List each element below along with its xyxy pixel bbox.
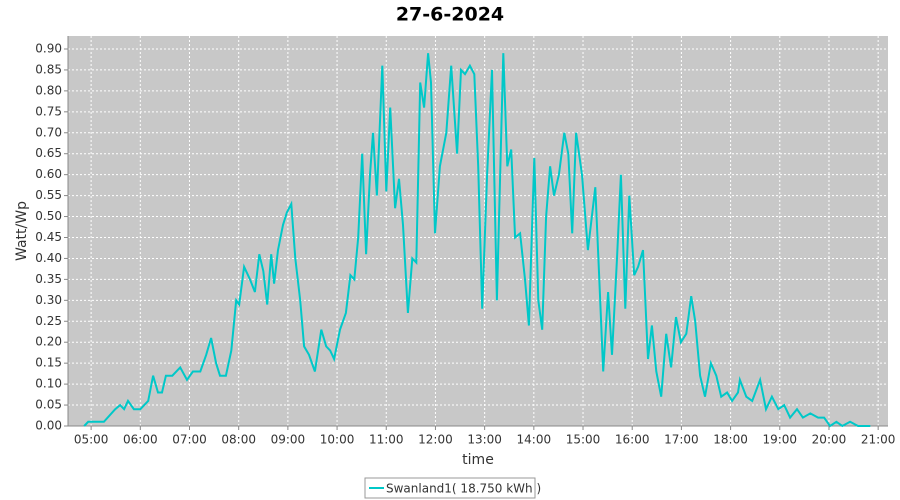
x-tick-label: 06:00 bbox=[123, 433, 158, 447]
y-tick-label: 0.00 bbox=[35, 419, 62, 433]
x-tick-label: 13:00 bbox=[467, 433, 502, 447]
y-tick-label: 0.50 bbox=[35, 209, 62, 223]
y-tick-label: 0.20 bbox=[35, 335, 62, 349]
legend bbox=[364, 477, 536, 499]
y-tick-label: 0.85 bbox=[35, 62, 62, 76]
y-tick-label: 0.35 bbox=[35, 272, 62, 286]
x-tick-label: 17:00 bbox=[664, 433, 699, 447]
y-axis-label: Watt/Wp bbox=[14, 201, 30, 261]
x-tick-label: 08:00 bbox=[221, 433, 256, 447]
x-tick-label: 21:00 bbox=[861, 433, 896, 447]
x-tick-label: 10:00 bbox=[320, 433, 355, 447]
y-tick-label: 0.60 bbox=[35, 167, 62, 181]
y-tick-label: 0.70 bbox=[35, 125, 62, 139]
y-tick-label: 0.55 bbox=[35, 188, 62, 202]
y-tick-label: 0.65 bbox=[35, 146, 62, 160]
y-tick-label: 0.45 bbox=[35, 230, 62, 244]
x-tick-label: 15:00 bbox=[566, 433, 601, 447]
y-tick-label: 0.80 bbox=[35, 83, 62, 97]
y-tick-label: 0.90 bbox=[35, 41, 62, 55]
x-tick-label: 09:00 bbox=[271, 433, 306, 447]
plot-area bbox=[68, 36, 888, 426]
y-tick-label: 0.15 bbox=[35, 356, 62, 370]
y-tick-label: 0.25 bbox=[35, 314, 62, 328]
y-tick-label: 0.75 bbox=[35, 104, 62, 118]
y-tick-label: 0.40 bbox=[35, 251, 62, 265]
x-tick-label: 19:00 bbox=[762, 433, 797, 447]
y-tick-label: 0.05 bbox=[35, 398, 62, 412]
x-tick-label: 14:00 bbox=[517, 433, 552, 447]
x-tick-label: 20:00 bbox=[812, 433, 847, 447]
x-tick-label: 07:00 bbox=[172, 433, 207, 447]
x-tick-label: 11:00 bbox=[369, 433, 404, 447]
data-line bbox=[83, 53, 871, 428]
x-tick-label: 12:00 bbox=[418, 433, 453, 447]
x-tick-label: 05:00 bbox=[74, 433, 109, 447]
x-tick-label: 18:00 bbox=[713, 433, 748, 447]
chart-title: 27-6-2024 bbox=[396, 4, 504, 26]
x-tick-label: 16:00 bbox=[615, 433, 650, 447]
x-axis-label: time bbox=[462, 452, 494, 468]
legend-label: Swanland1( 18.750 kWh ) bbox=[386, 482, 541, 496]
y-tick-label: 0.10 bbox=[35, 377, 62, 391]
y-tick-label: 0.30 bbox=[35, 293, 62, 307]
